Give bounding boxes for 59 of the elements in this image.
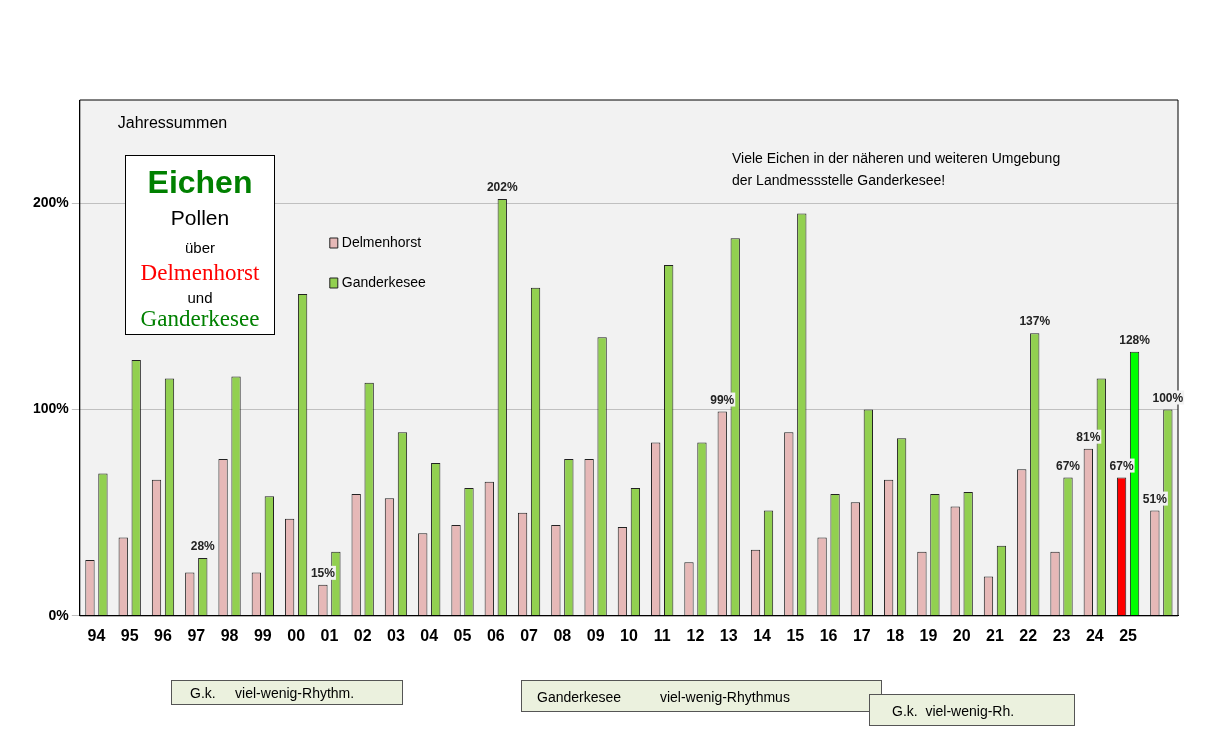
x-tick-label: 18 <box>886 626 905 644</box>
data-label: 67% <box>1109 458 1134 473</box>
x-tick-label: 15 <box>786 626 805 644</box>
legend-label: Ganderkesee <box>341 273 427 290</box>
x-tick-label: 01 <box>320 626 339 644</box>
annotation: Viele Eichen in der näheren und weiteren Umgebung der Landmessstelle Ganderkesee! <box>732 149 1062 190</box>
data-label: 67% <box>1056 458 1081 473</box>
x-tick-label: 20 <box>952 626 971 644</box>
data-label: 137% <box>1019 314 1051 329</box>
annotation: und <box>186 289 214 306</box>
annotation: Pollen <box>169 206 231 230</box>
x-tick-label: 00 <box>287 626 306 644</box>
annotation: Delmenhorst <box>139 260 261 286</box>
annotation: Ganderkesee <box>139 306 261 332</box>
x-tick-label: 96 <box>154 626 172 644</box>
x-tick-label: 94 <box>87 626 106 644</box>
annotation: Eichen <box>146 164 254 201</box>
data-label: 15% <box>310 566 336 581</box>
x-tick-label: 19 <box>919 626 938 644</box>
x-tick-label: 08 <box>553 626 572 644</box>
legend-label: Delmenhorst <box>341 233 422 250</box>
x-tick-label: 10 <box>620 626 638 644</box>
x-tick-label: 17 <box>852 626 871 644</box>
text: Ganderkesee viel-wenig-Rhythmus <box>521 680 882 712</box>
x-tick-label: 07 <box>520 626 539 644</box>
x-tick-label: 22 <box>1019 626 1038 644</box>
data-label: 100% <box>1152 390 1184 405</box>
x-tick-label: 13 <box>719 626 738 644</box>
x-tick-label: 99 <box>253 626 272 644</box>
text: G.k. viel-wenig-Rhythm. <box>171 680 403 705</box>
data-label: 28% <box>190 539 216 554</box>
x-tick-label: 97 <box>187 626 206 644</box>
y-tick-label: 0% <box>48 606 70 623</box>
x-tick-label: 12 <box>686 626 705 644</box>
x-tick-label: 98 <box>220 626 239 644</box>
data-label: 51% <box>1142 491 1168 506</box>
x-tick-label: 04 <box>420 626 439 644</box>
data-label: 202% <box>486 180 518 195</box>
data-label: 81% <box>1076 429 1101 444</box>
x-tick-label: 23 <box>1052 626 1071 644</box>
text: Jahressummen <box>117 114 228 132</box>
x-tick-label: 02 <box>353 626 372 644</box>
x-tick-label: 21 <box>986 626 1004 644</box>
data-label: 99% <box>710 392 735 407</box>
x-tick-label: 09 <box>586 626 605 644</box>
x-tick-label: 95 <box>120 626 139 644</box>
annotation: über <box>184 239 216 256</box>
x-tick-label: 24 <box>1085 626 1104 644</box>
x-tick-label: 25 <box>1119 626 1138 644</box>
x-tick-label: 11 <box>653 626 671 644</box>
x-tick-label: 06 <box>486 626 505 644</box>
y-tick-label: 100% <box>32 400 70 417</box>
x-tick-label: 16 <box>819 626 838 644</box>
y-tick-label: 200% <box>32 194 70 211</box>
data-label: 128% <box>1119 333 1151 348</box>
x-tick-label: 05 <box>453 626 472 644</box>
x-tick-label: 14 <box>753 626 772 644</box>
text: G.k. viel-wenig-Rh. <box>869 694 1075 726</box>
x-tick-label: 03 <box>387 626 405 644</box>
